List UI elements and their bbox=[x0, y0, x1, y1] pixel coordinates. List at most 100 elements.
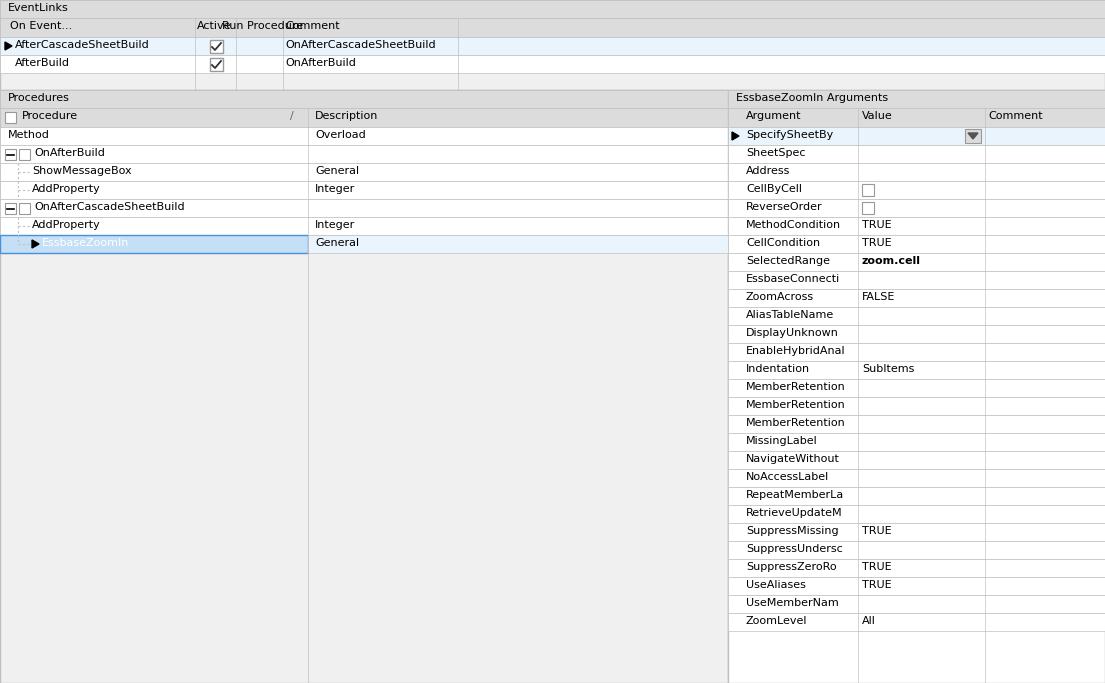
Bar bbox=[728, 235, 1105, 253]
Bar bbox=[728, 559, 1105, 577]
Text: Active: Active bbox=[197, 21, 232, 31]
Polygon shape bbox=[32, 240, 39, 248]
Bar bbox=[6, 149, 15, 160]
Text: Integer: Integer bbox=[315, 220, 355, 230]
Text: TRUE: TRUE bbox=[862, 238, 892, 248]
Bar bbox=[728, 108, 1105, 127]
Bar bbox=[19, 203, 30, 214]
Bar bbox=[728, 325, 1105, 343]
Bar bbox=[728, 289, 1105, 307]
Text: RepeatMemberLa: RepeatMemberLa bbox=[746, 490, 844, 500]
Bar bbox=[728, 271, 1105, 289]
Text: On Event...: On Event... bbox=[10, 21, 72, 31]
Bar bbox=[728, 217, 1105, 235]
Bar bbox=[6, 112, 15, 123]
Text: CellCondition: CellCondition bbox=[746, 238, 820, 248]
Bar bbox=[728, 199, 1105, 217]
Text: General: General bbox=[315, 166, 359, 176]
Bar bbox=[728, 90, 1105, 108]
Text: SubItems: SubItems bbox=[862, 364, 914, 374]
Text: SpecifySheetBy: SpecifySheetBy bbox=[746, 130, 833, 140]
Text: SuppressMissing: SuppressMissing bbox=[746, 526, 839, 536]
Text: SelectedRange: SelectedRange bbox=[746, 256, 830, 266]
Text: Overload: Overload bbox=[315, 130, 366, 140]
Bar bbox=[0, 55, 1105, 73]
Text: RetrieveUpdateM: RetrieveUpdateM bbox=[746, 508, 843, 518]
Bar bbox=[19, 149, 30, 160]
Bar bbox=[0, 0, 1105, 18]
Bar bbox=[862, 184, 874, 196]
Bar bbox=[0, 181, 728, 199]
Polygon shape bbox=[732, 132, 739, 140]
Text: Run Procedure: Run Procedure bbox=[222, 21, 303, 31]
Bar bbox=[0, 217, 728, 235]
Text: UseMemberNam: UseMemberNam bbox=[746, 598, 839, 608]
Bar bbox=[728, 307, 1105, 325]
Text: UseAliases: UseAliases bbox=[746, 580, 806, 590]
Bar bbox=[0, 90, 728, 108]
Text: ZoomLevel: ZoomLevel bbox=[746, 616, 808, 626]
Bar bbox=[862, 202, 874, 214]
Bar bbox=[728, 379, 1105, 397]
Text: ReverseOrder: ReverseOrder bbox=[746, 202, 822, 212]
Text: zoom.cell: zoom.cell bbox=[862, 256, 920, 266]
Bar bbox=[728, 541, 1105, 559]
Text: EssbaseZoomIn Arguments: EssbaseZoomIn Arguments bbox=[736, 93, 888, 103]
Bar bbox=[965, 129, 981, 143]
Bar bbox=[0, 127, 728, 145]
Text: SuppressUndersc: SuppressUndersc bbox=[746, 544, 843, 554]
Text: OnAfterBuild: OnAfterBuild bbox=[34, 148, 105, 158]
Text: NavigateWithout: NavigateWithout bbox=[746, 454, 840, 464]
Bar bbox=[0, 108, 728, 127]
Text: AfterBuild: AfterBuild bbox=[15, 58, 70, 68]
Bar bbox=[728, 523, 1105, 541]
Text: ZoomAcross: ZoomAcross bbox=[746, 292, 814, 302]
Bar bbox=[728, 595, 1105, 613]
Bar bbox=[728, 361, 1105, 379]
Text: Comment: Comment bbox=[988, 111, 1043, 121]
Text: /: / bbox=[290, 111, 294, 121]
Bar bbox=[0, 18, 1105, 37]
Bar bbox=[728, 181, 1105, 199]
Text: EventLinks: EventLinks bbox=[8, 3, 69, 13]
Bar bbox=[6, 203, 15, 214]
Text: Value: Value bbox=[862, 111, 893, 121]
Text: FALSE: FALSE bbox=[862, 292, 895, 302]
Bar bbox=[0, 235, 308, 253]
Bar bbox=[728, 127, 1105, 145]
Bar bbox=[728, 433, 1105, 451]
Text: DisplayUnknown: DisplayUnknown bbox=[746, 328, 839, 338]
Text: Comment: Comment bbox=[285, 21, 339, 31]
Text: TRUE: TRUE bbox=[862, 562, 892, 572]
Text: TRUE: TRUE bbox=[862, 220, 892, 230]
Bar bbox=[0, 90, 728, 683]
Bar bbox=[728, 451, 1105, 469]
Bar bbox=[728, 613, 1105, 631]
Text: OnAfterCascadeSheetBuild: OnAfterCascadeSheetBuild bbox=[34, 202, 185, 212]
Text: TRUE: TRUE bbox=[862, 580, 892, 590]
Bar bbox=[210, 40, 223, 53]
Text: NoAccessLabel: NoAccessLabel bbox=[746, 472, 829, 482]
Polygon shape bbox=[968, 133, 978, 139]
Bar bbox=[728, 397, 1105, 415]
Text: EssbaseConnecti: EssbaseConnecti bbox=[746, 274, 840, 284]
Bar bbox=[0, 199, 728, 217]
Bar bbox=[210, 58, 223, 71]
Text: Integer: Integer bbox=[315, 184, 355, 194]
Bar bbox=[0, 145, 728, 163]
Bar bbox=[0, 37, 1105, 55]
Text: OnAfterCascadeSheetBuild: OnAfterCascadeSheetBuild bbox=[285, 40, 435, 50]
Bar bbox=[728, 415, 1105, 433]
Bar bbox=[728, 90, 1105, 683]
Text: SuppressZeroRo: SuppressZeroRo bbox=[746, 562, 836, 572]
Text: MemberRetention: MemberRetention bbox=[746, 400, 845, 410]
Text: AfterCascadeSheetBuild: AfterCascadeSheetBuild bbox=[15, 40, 150, 50]
Bar bbox=[0, 163, 728, 181]
Text: Argument: Argument bbox=[746, 111, 801, 121]
Polygon shape bbox=[6, 42, 12, 50]
Text: Address: Address bbox=[746, 166, 790, 176]
Bar bbox=[728, 163, 1105, 181]
Bar bbox=[728, 343, 1105, 361]
Text: General: General bbox=[315, 238, 359, 248]
Bar bbox=[728, 487, 1105, 505]
